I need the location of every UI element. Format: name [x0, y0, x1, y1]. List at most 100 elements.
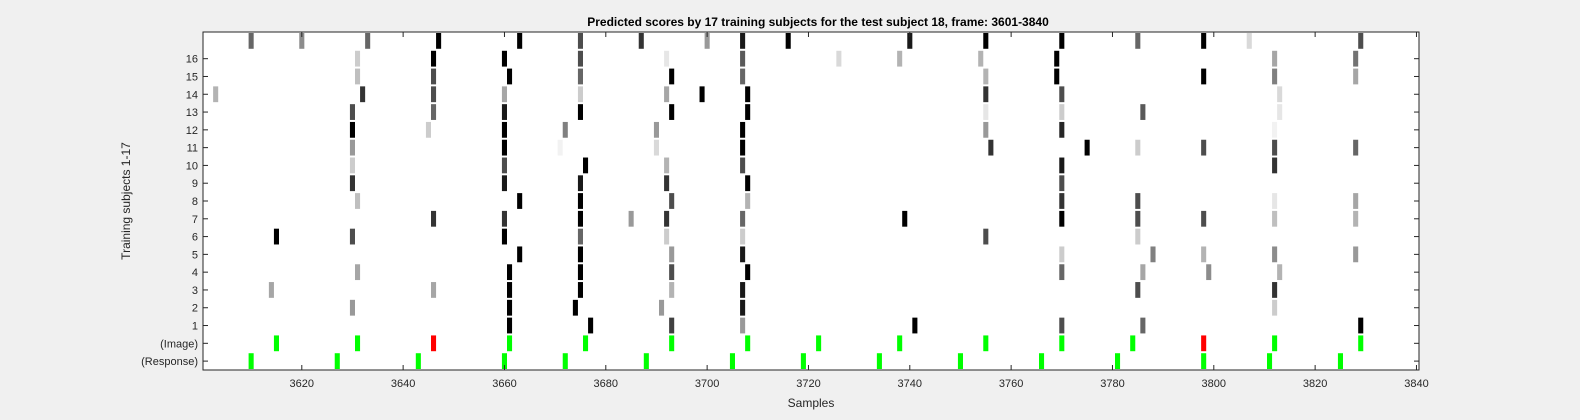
response-marker	[1267, 353, 1273, 369]
subject-cell	[1059, 246, 1065, 263]
subject-cell	[355, 68, 361, 85]
subject-cell	[1272, 68, 1278, 85]
response-marker	[501, 353, 507, 369]
subject-cell	[653, 121, 659, 138]
subject-cell	[740, 68, 746, 85]
image-marker-green	[745, 335, 751, 352]
image-marker-green	[1059, 335, 1065, 352]
x-tick-label: 3700	[695, 378, 719, 390]
subject-cell	[664, 86, 670, 103]
subject-cell	[268, 282, 274, 298]
y-tick-label: 14	[186, 89, 198, 101]
y-tick-label: (Response)	[141, 356, 198, 368]
image-marker-green	[273, 335, 279, 352]
subject-cell	[902, 210, 908, 227]
response-marker	[1201, 353, 1207, 369]
y-tick-label: 9	[192, 178, 198, 190]
response-marker	[729, 353, 735, 369]
response-marker	[800, 353, 806, 369]
subject-cell	[1201, 68, 1207, 85]
subject-cell	[355, 50, 361, 67]
x-tick-label: 3740	[898, 378, 922, 390]
subject-cell	[501, 86, 507, 103]
subject-cell	[740, 317, 746, 334]
image-marker-green	[1358, 335, 1364, 352]
subject-cell	[664, 175, 670, 192]
y-tick-label: 12	[186, 125, 198, 137]
subject-cell	[507, 264, 513, 281]
subject-cell	[577, 50, 583, 67]
subject-cell	[912, 317, 918, 334]
subject-cell	[1272, 246, 1278, 263]
subject-cell	[628, 210, 634, 227]
y-axis-label: Training subjects 1-17	[119, 142, 133, 260]
subject-cell	[349, 157, 355, 174]
subject-cell	[1135, 193, 1141, 209]
subject-cell	[1272, 193, 1278, 209]
subject-cell	[577, 210, 583, 227]
subject-cell	[577, 104, 583, 120]
subject-cell	[577, 282, 583, 298]
response-marker	[1115, 353, 1121, 369]
subject-cell	[740, 228, 746, 245]
subject-cell	[431, 68, 437, 85]
y-tick-label: 3	[192, 285, 198, 297]
subject-cell	[740, 246, 746, 263]
subject-cell	[638, 33, 644, 49]
subject-cell	[669, 193, 675, 209]
subject-cell	[1140, 264, 1146, 281]
subject-cell	[1272, 139, 1278, 156]
subject-cell	[983, 68, 989, 85]
image-marker-red	[1201, 335, 1207, 352]
response-marker	[248, 353, 254, 369]
x-tick-label: 3720	[796, 378, 820, 390]
subject-cell	[978, 50, 984, 67]
subject-cell	[507, 68, 513, 85]
subject-cell	[583, 157, 589, 174]
image-marker-red	[431, 335, 437, 352]
subject-cell	[659, 299, 665, 316]
subject-cell	[431, 210, 437, 227]
subject-cell	[745, 104, 751, 120]
subject-cell	[1353, 68, 1359, 85]
subject-cell	[501, 228, 507, 245]
subject-cell	[501, 139, 507, 156]
subject-cell	[740, 299, 746, 316]
y-tick-label: 6	[192, 232, 198, 244]
subject-cell	[501, 104, 507, 120]
subject-cell	[577, 175, 583, 192]
subject-cell	[669, 68, 675, 85]
subject-cell	[907, 33, 913, 49]
subject-cell	[349, 175, 355, 192]
subject-cell	[740, 157, 746, 174]
subject-cell	[1353, 210, 1359, 227]
subject-cell	[349, 299, 355, 316]
subject-cell	[501, 210, 507, 227]
subject-cell	[1353, 193, 1359, 209]
x-tick-label: 3780	[1100, 378, 1124, 390]
image-marker-green	[983, 335, 989, 352]
subject-cell	[1272, 50, 1278, 67]
subject-cell	[983, 228, 989, 245]
subject-cell	[501, 121, 507, 138]
subject-cell	[669, 104, 675, 120]
chart-title: Predicted scores by 17 training subjects…	[587, 15, 1049, 29]
subject-cell	[577, 86, 583, 103]
response-marker	[415, 353, 421, 369]
subject-cell	[1135, 33, 1141, 49]
subject-cell	[983, 104, 989, 120]
subject-cell	[213, 86, 219, 103]
subject-cell	[349, 104, 355, 120]
y-tick-label: 1	[192, 321, 198, 333]
subject-cell	[507, 282, 513, 298]
subject-cell	[248, 33, 254, 49]
subject-cell	[740, 121, 746, 138]
subject-cell	[1206, 264, 1212, 281]
subject-cell	[355, 193, 361, 209]
image-marker-green	[816, 335, 822, 352]
image-marker-green	[1130, 335, 1136, 352]
subject-cell	[299, 33, 305, 49]
subject-cell	[557, 139, 563, 156]
plot-area	[203, 32, 1419, 370]
